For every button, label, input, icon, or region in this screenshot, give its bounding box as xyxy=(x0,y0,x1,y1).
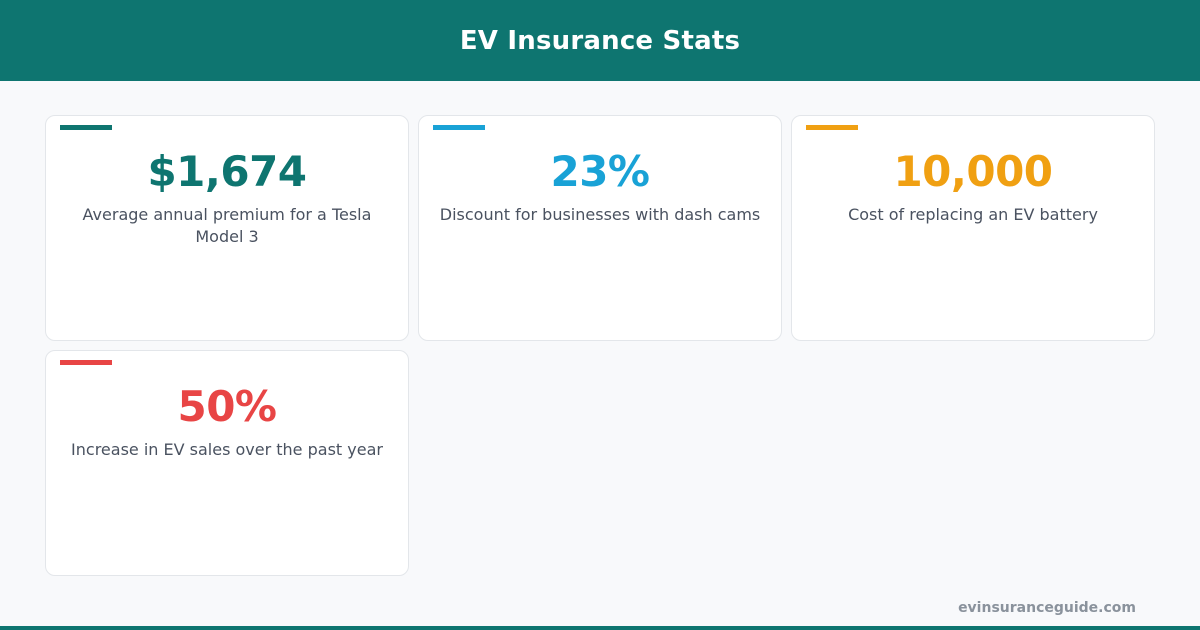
stat-value: 50% xyxy=(177,382,277,431)
card-accent-bar xyxy=(433,125,485,130)
stat-card: $1,674 Average annual premium for a Tesl… xyxy=(45,115,409,341)
card-accent-bar xyxy=(60,125,112,130)
card-accent-bar xyxy=(806,125,858,130)
stat-card: 10,000 Cost of replacing an EV battery xyxy=(791,115,1155,341)
site-url[interactable]: evinsuranceguide.com xyxy=(958,600,1136,616)
stat-label: Average annual premium for a Tesla Model… xyxy=(82,205,372,246)
stat-label: Increase in EV sales over the past year xyxy=(71,440,383,459)
stat-card: 50% Increase in EV sales over the past y… xyxy=(45,350,409,576)
footer-bar xyxy=(0,626,1200,630)
stat-card: 23% Discount for businesses with dash ca… xyxy=(418,115,782,341)
header-banner: EV Insurance Stats xyxy=(0,0,1200,81)
card-accent-bar xyxy=(60,360,112,365)
stat-value: 10,000 xyxy=(893,147,1053,196)
stat-value: 23% xyxy=(550,147,650,196)
stat-value: $1,674 xyxy=(147,147,307,196)
stat-label: Discount for businesses with dash cams xyxy=(439,205,761,224)
page-title: EV Insurance Stats xyxy=(459,25,741,56)
stat-label: Cost of replacing an EV battery xyxy=(848,205,1098,224)
